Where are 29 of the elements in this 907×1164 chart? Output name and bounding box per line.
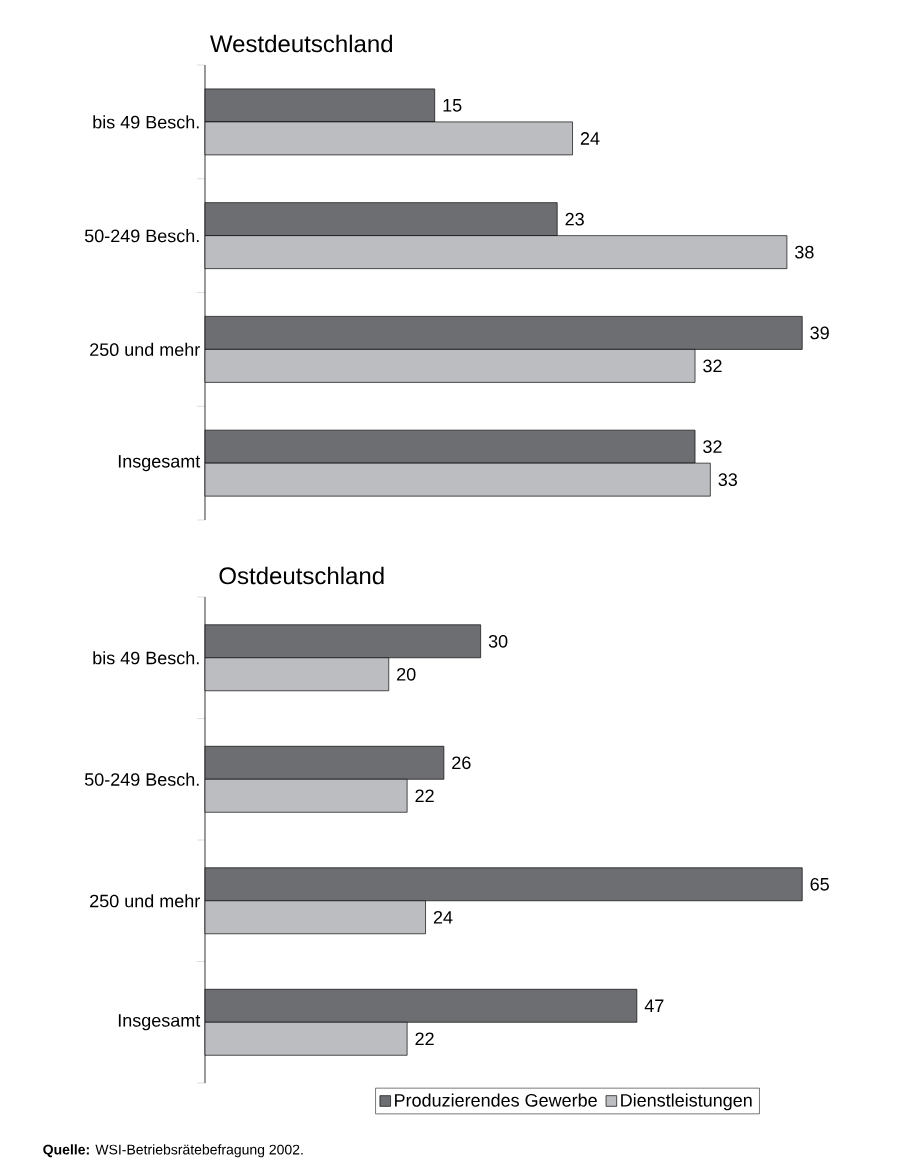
legend-label: Dienstleistungen bbox=[621, 1093, 752, 1111]
y-tick-label: 250 und mehr bbox=[90, 894, 200, 908]
data-label: 24 bbox=[580, 132, 600, 145]
chart-title: Ostdeutschland bbox=[219, 566, 384, 585]
data-label: 30 bbox=[488, 634, 508, 648]
data-label: 26 bbox=[452, 756, 471, 770]
data-label: 38 bbox=[795, 245, 814, 259]
data-label: 23 bbox=[565, 212, 584, 226]
y-tick-label: 50-249 Besch. bbox=[84, 229, 199, 243]
y-tick-label: Insgesamt bbox=[118, 1014, 201, 1031]
y-tick-label: bis 49 Besch. bbox=[93, 115, 199, 129]
data-label: 22 bbox=[415, 789, 434, 803]
data-label: 15 bbox=[443, 99, 462, 112]
data-label: 65 bbox=[810, 877, 829, 891]
y-tick-label: 50-249 Besch. bbox=[84, 772, 199, 786]
data-label: 20 bbox=[397, 667, 416, 681]
legend-label: Produzierendes Gewerbe bbox=[395, 1093, 597, 1107]
chart-title: Westdeutschland bbox=[210, 34, 393, 53]
data-label: 33 bbox=[718, 473, 738, 486]
y-tick-label: bis 49 Besch. bbox=[93, 651, 199, 665]
y-tick-label: 250 und mehr bbox=[90, 342, 200, 356]
data-label: 24 bbox=[433, 910, 453, 924]
data-label: 32 bbox=[703, 440, 722, 453]
data-label: 22 bbox=[415, 1032, 434, 1046]
data-label: 39 bbox=[810, 326, 829, 340]
text: Quelle: WSI-Betriebsrätebefragung 2002. bbox=[43, 1144, 303, 1158]
data-label: 47 bbox=[644, 999, 664, 1012]
y-tick-label: Insgesamt bbox=[118, 455, 201, 472]
data-label: 32 bbox=[703, 359, 722, 373]
